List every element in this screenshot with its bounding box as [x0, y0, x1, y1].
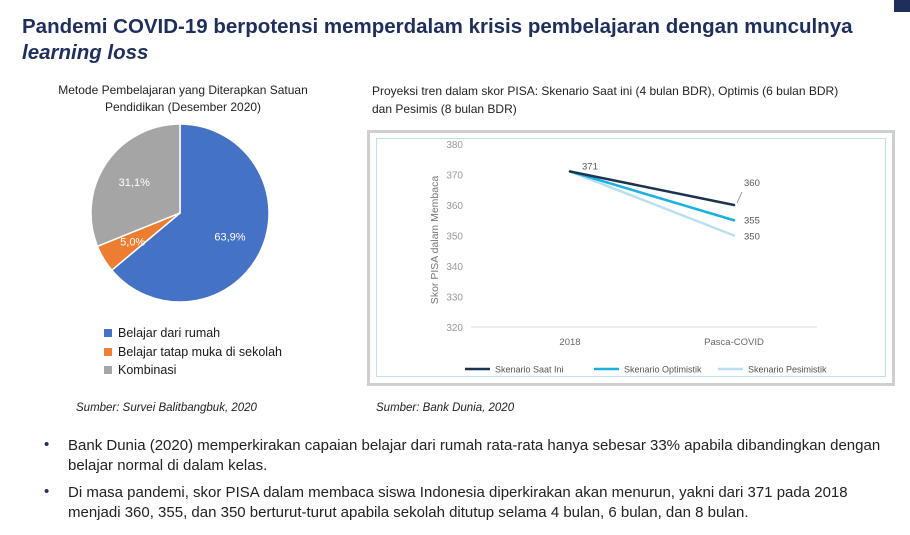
bullet-text: Bank Dunia (2020) memperkirakan capaian …: [68, 437, 881, 474]
bullet-dot-icon: •: [44, 483, 50, 500]
corner-accent: [894, 0, 910, 12]
pie-data-label: 63,9%: [214, 231, 245, 243]
pie-chart-title: Metode Pembelajaran yang Diterapkan Satu…: [58, 83, 308, 114]
page-title-line2: learning loss: [22, 41, 149, 64]
y-tick-label: 360: [446, 201, 463, 212]
label-leader-line: [736, 191, 743, 204]
bullet-dot-icon: •: [44, 436, 50, 453]
y-tick-label: 350: [446, 232, 463, 243]
y-tick-label: 330: [446, 293, 463, 304]
pie-legend: Belajar dari rumah Belajar tatap muka di …: [104, 324, 282, 380]
start-data-label: 371: [582, 161, 598, 172]
legend-swatch: [104, 329, 112, 338]
series-line: [568, 170, 736, 207]
y-axis-label: Skor PISA dalam Membaca: [429, 176, 441, 305]
x-tick-label: 2018: [559, 337, 580, 348]
bullet-item: • Bank Dunia (2020) memperkirakan capaia…: [44, 436, 884, 476]
pie-legend-item: Kombinasi: [104, 361, 282, 380]
legend-swatch: [104, 366, 112, 375]
pie-legend-item: Belajar dari rumah: [104, 324, 282, 343]
end-data-label: 350: [744, 232, 760, 243]
series-line: [568, 170, 736, 237]
series-line: [568, 170, 736, 222]
page-title: Pandemi COVID-19 berpotensi memperdalam …: [22, 14, 892, 66]
bullet-list: • Bank Dunia (2020) memperkirakan capaia…: [44, 436, 884, 530]
line-legend-label: Skenario Optimistik: [624, 365, 702, 375]
y-tick-label: 370: [446, 171, 463, 182]
line-legend-label: Skenario Saat Ini: [495, 365, 564, 375]
legend-label: Kombinasi: [118, 363, 177, 377]
line-chart-frame: [367, 130, 895, 386]
line-chart: 320 330 340 350 360 370 380 Skor PISA dalam Mem…: [429, 140, 827, 375]
pie-slice: [90, 123, 181, 248]
end-data-label: 360: [744, 178, 760, 189]
line-legend-label: Skenario Pesimistik: [748, 365, 827, 375]
end-data-label: 355: [744, 215, 760, 226]
pie-chart: 63,9% 5,0% 31,1%: [90, 123, 270, 303]
pie-data-label: 5,0%: [120, 236, 145, 248]
bullet-text: Di masa pandemi, skor PISA dalam membaca…: [68, 484, 848, 521]
line-source: Sumber: Bank Dunia, 2020: [376, 402, 515, 414]
y-tick-label: 340: [446, 262, 463, 273]
pie-slice: [110, 123, 270, 303]
y-tick-label: 380: [446, 140, 463, 151]
legend-label: Belajar tatap muka di sekolah: [118, 344, 282, 359]
pie-source: Sumber: Survei Balitbangbuk, 2020: [76, 402, 257, 414]
y-tick-label: 320: [446, 323, 463, 334]
legend-label: Belajar dari rumah: [118, 326, 221, 340]
pie-legend-item: Belajar tatap muka di sekolah: [104, 343, 282, 362]
page-title-line1: Pandemi COVID-19 berpotensi memperdalam …: [22, 15, 853, 38]
legend-swatch: [104, 347, 112, 356]
pie-data-label: 31,1%: [119, 177, 150, 189]
x-tick-label: Pasca-COVID: [704, 337, 764, 348]
line-chart-inner-frame: [376, 138, 886, 377]
line-chart-title: Proyeksi tren dalam skor PISA: Skenario …: [372, 84, 839, 116]
bullet-item: • Di masa pandemi, skor PISA dalam memba…: [44, 483, 884, 523]
